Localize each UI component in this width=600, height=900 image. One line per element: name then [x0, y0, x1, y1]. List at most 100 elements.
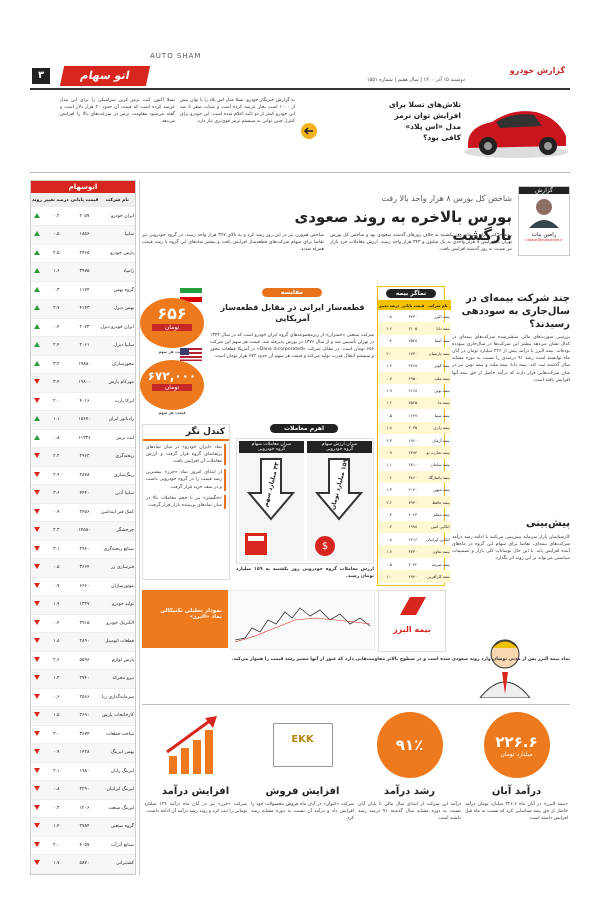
trend-cell	[31, 300, 43, 319]
cell-name: صنایع آذرآب	[110, 842, 134, 848]
insurance-row: بیمه ما ۴۵۲۵ ۱.۶	[378, 396, 451, 410]
cell-name: سایپا دیزل	[114, 343, 134, 349]
cell-number: ۲۰۲۳	[408, 511, 418, 517]
cell-number: ۲۴۶۵	[79, 250, 90, 256]
cell-number: ۱۹۹۸	[408, 524, 418, 530]
insurance-row: بیمه البرز ۳۴۳۰ ۰.۸	[378, 310, 451, 322]
kpi-value: ۲۲۶.۶	[495, 732, 538, 751]
trend-arrow	[33, 379, 40, 385]
cell-number: ۲۷۴۰	[79, 676, 90, 682]
cell-number: ۰.۵	[53, 232, 60, 238]
cell-number: ۲۱۶۸	[408, 388, 418, 394]
cell-number: ۲۵۶۶	[79, 694, 90, 700]
trend-arrow	[33, 582, 40, 588]
cell-name: محورسازان	[111, 361, 134, 367]
stock-row: سایپا دیزل ۲۰۶۱ ۲.۴	[31, 336, 135, 355]
cell-number: ۱.۳	[386, 487, 392, 493]
cell-name: سرمایه‌گذاری رنا	[101, 694, 134, 700]
cell-number: ۰.۲	[53, 213, 60, 219]
box2-title: میزان معاملات سهام گروه خودرویی	[239, 441, 304, 453]
insurance-row: بیمه سرمد ۲۰۴۲ ۰.۵	[378, 558, 451, 570]
cell-name: کشتیرانی	[116, 861, 134, 867]
cell-number: ۰.۴	[386, 338, 392, 344]
cell-number: ۱.۲	[386, 326, 392, 332]
stock-row: گروه صنعتی ۲۷۸۴ ۱.۴	[31, 817, 135, 836]
trend-cell	[31, 799, 43, 818]
trend-cell	[31, 522, 43, 541]
calculator-icon	[245, 533, 267, 555]
cell-name: موتورسازان	[111, 583, 134, 589]
insurance-row: بیمه آسیا ۲۵۴۸ ۰.۴	[378, 335, 451, 347]
stock-row: بهمن لیزینگ ۱۴۲۸ ۰.۹	[31, 743, 135, 762]
trend-arrow	[33, 360, 40, 366]
stock-row: صنایع ریخته‌گری ۲۹۶۰ ۳.۱	[31, 540, 135, 559]
trend-cell	[31, 836, 43, 855]
cell-name: کمک فنر ایندامین	[101, 509, 134, 515]
box2-sub: گروه خودرویی	[257, 447, 286, 452]
cell-number: ۰.۸	[53, 435, 60, 441]
trend-cell	[31, 355, 43, 374]
cell-number: ۲.۷	[53, 306, 60, 312]
cell-number: ۴۴۴۰	[79, 491, 90, 497]
cell-number: ۲۰۵۷	[79, 213, 90, 219]
growth-icon	[165, 716, 217, 774]
trend-cell	[31, 429, 43, 448]
insurance-row: بیمه کوثر ۲۴۶۸ ۱.۴	[378, 360, 451, 372]
trend-cell	[31, 614, 43, 633]
insurance-title: نماگر بیمه	[386, 289, 436, 298]
stock-row: سایپا آذین ۴۴۴۰ ۳.۶	[31, 484, 135, 503]
cell-number: ۱۲۰۶	[79, 805, 90, 811]
cell-number: ۱۴۵۸۰	[78, 528, 91, 534]
trend-cell	[31, 651, 43, 670]
insurance-row: بیمه دانا ۲۱۰۵ ۱.۲	[378, 322, 451, 335]
top-body: تسلا اکنون کیت ترمز کربن سرامیکی را برای…	[60, 98, 175, 125]
forecast-title: پیش‌بینی	[525, 518, 570, 529]
cell-number: ۳۴۳۰	[408, 313, 418, 319]
trend-arrow	[33, 564, 40, 570]
trend-arrow	[33, 675, 40, 681]
trend-arrow	[33, 434, 40, 440]
down-arrow	[246, 458, 296, 521]
reporter: رامین بیات	[531, 232, 557, 238]
cell-number: ۱۶۴۷	[408, 412, 418, 418]
logo-text: EKK	[291, 734, 314, 745]
header-row: نام شرکت قیمت پایانی درصد تغییر	[378, 300, 451, 310]
cell-name: بیمه معلم	[433, 511, 450, 517]
cell-number: ۱.۷	[53, 861, 60, 867]
cell-number: ۳۶۷۴	[79, 731, 90, 737]
trend-arrow	[33, 860, 40, 866]
insurance-row: بیمه ملت ۲۹۵۰ ۰.۷	[378, 371, 451, 385]
box1-title: میزان ارزش سهام	[321, 442, 358, 447]
cell-name: بیمه حافظ	[432, 499, 450, 505]
cell-number: ۲۹۴۰	[408, 573, 418, 579]
column-header: نام شرکت	[428, 302, 448, 308]
insurance-table: نام شرکت قیمت پایانی درصد تغییر بیمه البرز ۳…	[378, 300, 451, 583]
trend-arrow	[33, 749, 40, 755]
cell-name: بیمه سرمد	[431, 561, 450, 567]
kicker: شاخص کل بورس ۸ هزار واحد بالا رفت	[381, 194, 512, 203]
trend-arrow	[33, 212, 40, 218]
insurance-row: اتکایی ایرانیان ۲۲۱۶ ۰.۸	[378, 533, 451, 545]
cell-number: ۲۴۶۸	[408, 363, 418, 369]
kpi: افزایش درآمد شرکت «خزر» نیز در آبان ماه د…	[144, 710, 247, 870]
trend-cell	[31, 503, 43, 522]
cell-name: ساخت قطعات	[106, 731, 134, 737]
trend-arrow	[33, 730, 40, 736]
reporter-box: گزارش رامین بیات r.bayat@autosham.ir	[518, 186, 570, 256]
compare-body: شرکت صنعتی «خمیران» از زیرمجموعه‌های گرو…	[210, 333, 374, 360]
box1-sub: گروه خودرویی	[325, 447, 354, 452]
cell-number: ۵۸۷۰	[79, 861, 90, 867]
stock-row: بهمن دیزل ۴۱۴۳ ۲.۷	[31, 299, 135, 319]
stock-row: کارخانجات پارس ۲۶۹۰ ۱.۵	[31, 706, 135, 725]
cell-name: اتکایی ایرانیان	[426, 536, 450, 542]
cell-number: ۰.۸	[386, 313, 392, 319]
down-arrow	[314, 458, 364, 521]
stock-row: پارس خودرو ۲۴۶۵ ۲.۵	[31, 244, 135, 263]
trend-arrow	[33, 638, 40, 644]
cell-number: ۰.۵	[53, 565, 60, 571]
insurance-row: بیمه نوین ۲۱۶۸ ۱.۹	[378, 384, 451, 396]
trend-cell	[31, 540, 43, 559]
trend-cell	[31, 781, 43, 800]
box2-title: میزان معاملات سهام	[251, 442, 292, 447]
cell-number: ۲۵۴۸	[408, 338, 418, 344]
